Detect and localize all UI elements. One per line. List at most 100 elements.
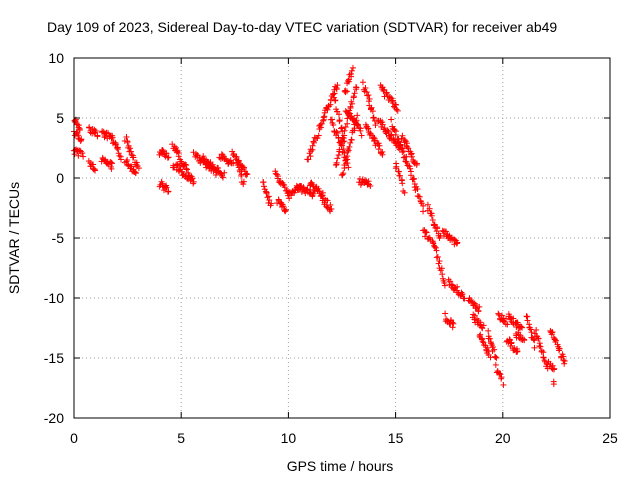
data-point xyxy=(345,77,352,84)
data-point xyxy=(108,159,115,166)
data-point xyxy=(185,172,192,179)
data-point xyxy=(548,329,555,336)
data-point xyxy=(165,188,172,195)
data-point xyxy=(348,70,355,77)
data-point xyxy=(92,128,99,135)
data-point xyxy=(379,148,386,155)
data-point xyxy=(495,310,502,317)
data-point xyxy=(394,107,401,114)
data-point xyxy=(109,160,116,167)
data-point xyxy=(393,163,400,170)
data-point xyxy=(449,324,456,331)
data-point xyxy=(330,91,337,98)
data-point xyxy=(471,300,478,307)
y-tick-label: -10 xyxy=(44,290,64,306)
data-point xyxy=(453,240,460,247)
data-point xyxy=(327,201,334,208)
data-point xyxy=(527,326,534,333)
y-tick-label: 0 xyxy=(56,170,64,186)
data-point xyxy=(530,336,537,343)
data-point xyxy=(411,175,418,182)
data-point xyxy=(492,354,499,361)
data-point xyxy=(183,166,190,173)
data-point xyxy=(528,329,535,336)
data-point xyxy=(165,154,172,161)
data-point xyxy=(124,139,131,146)
data-point xyxy=(391,127,398,134)
data-point xyxy=(130,166,137,173)
data-point xyxy=(240,164,247,171)
axis-ticks xyxy=(73,57,611,419)
data-point xyxy=(434,253,441,260)
data-point xyxy=(123,158,130,165)
data-point xyxy=(422,233,429,240)
data-point xyxy=(74,121,81,128)
data-point xyxy=(362,84,369,91)
data-point xyxy=(127,145,134,152)
data-point xyxy=(215,165,222,172)
y-tick-labels: -20 -15 -10 -5 0 5 10 xyxy=(44,50,64,426)
data-point xyxy=(334,155,341,162)
data-point xyxy=(441,279,448,286)
y-tick-label: 5 xyxy=(56,110,64,126)
data-point xyxy=(450,320,457,327)
data-point xyxy=(537,343,544,350)
data-point xyxy=(401,189,408,196)
data-point xyxy=(337,140,344,147)
data-point xyxy=(416,193,423,200)
data-point xyxy=(310,138,317,145)
data-point xyxy=(420,208,427,215)
data-point xyxy=(86,124,93,131)
data-point xyxy=(399,149,406,156)
y-tick-label: -20 xyxy=(44,410,64,426)
data-point xyxy=(461,295,468,302)
data-point xyxy=(397,141,404,148)
data-point xyxy=(319,192,326,199)
data-point xyxy=(519,324,526,331)
data-point xyxy=(175,150,182,157)
data-point xyxy=(492,361,499,368)
data-point xyxy=(485,327,492,334)
chart-title: Day 109 of 2023, Sidereal Day-to-day VTE… xyxy=(47,19,557,35)
data-point xyxy=(345,147,352,154)
data-point xyxy=(133,159,140,166)
x-axis-label: GPS time / hours xyxy=(287,458,394,474)
data-point xyxy=(479,338,486,345)
data-point xyxy=(112,141,119,148)
data-point xyxy=(244,171,251,178)
data-point xyxy=(330,121,337,128)
data-point xyxy=(459,291,466,298)
data-point xyxy=(324,106,331,113)
data-point xyxy=(552,337,559,344)
data-point xyxy=(317,124,324,131)
data-point xyxy=(392,131,399,138)
data-point xyxy=(496,370,503,377)
data-point xyxy=(298,188,305,195)
data-point xyxy=(176,163,183,170)
data-point xyxy=(550,381,557,388)
data-point xyxy=(221,169,228,176)
data-point xyxy=(103,129,110,136)
data-point xyxy=(335,111,342,118)
data-point xyxy=(132,170,139,177)
data-point xyxy=(266,197,273,204)
data-point xyxy=(282,208,289,215)
data-point xyxy=(393,101,400,108)
data-point xyxy=(333,84,340,91)
data-point xyxy=(493,354,500,361)
data-point xyxy=(348,67,355,74)
data-point xyxy=(383,89,390,96)
data-point xyxy=(281,184,288,191)
x-tick-label: 0 xyxy=(70,430,78,446)
data-point xyxy=(517,332,524,339)
x-tick-label: 15 xyxy=(388,430,404,446)
data-point xyxy=(305,156,312,163)
data-point xyxy=(345,109,352,116)
data-point xyxy=(341,150,348,157)
data-point xyxy=(94,133,101,140)
x-tick-label: 5 xyxy=(177,430,185,446)
data-point xyxy=(422,228,429,235)
data-point xyxy=(387,132,394,139)
data-point xyxy=(497,371,504,378)
